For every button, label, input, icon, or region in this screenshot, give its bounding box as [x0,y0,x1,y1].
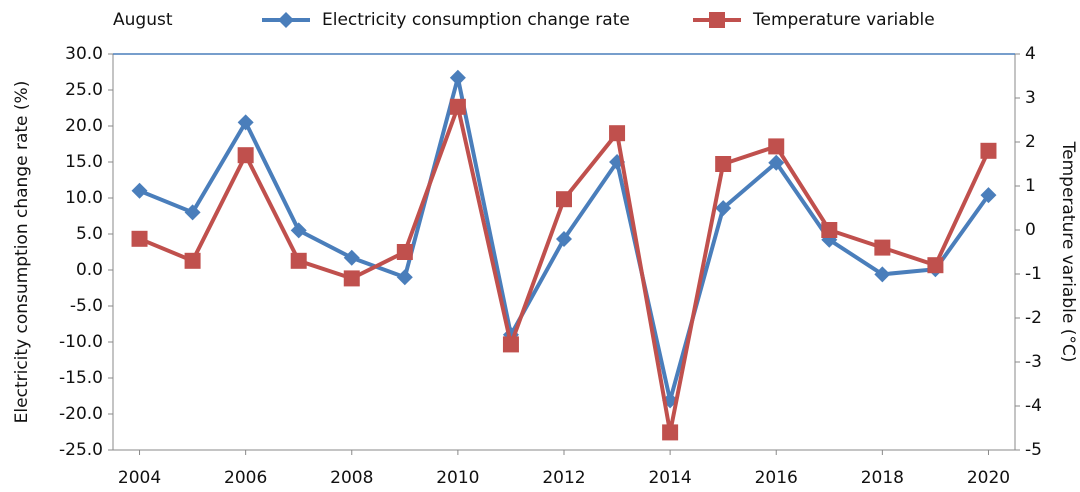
y2-axis-label: Temperature variable (°C) [1058,141,1078,363]
marker [184,252,201,269]
x-tick-label: 2010 [436,468,479,488]
legend-label: Electricity consumption change rate [322,10,630,30]
marker [715,200,732,217]
marker [449,69,466,86]
y-tick-label: -10.0 [59,332,103,352]
x-tick-label: 2018 [861,468,904,488]
y2-tick-label: 0 [1025,220,1036,240]
marker [556,191,572,208]
y2-tick-label: -2 [1025,308,1042,328]
series-line [138,99,991,433]
legend-title: August [113,10,173,30]
x-tick-label: 2004 [118,468,161,488]
marker [184,204,201,221]
x-tick-label: 2016 [755,468,798,488]
marker [821,222,838,238]
y-tick-label: 15.0 [65,152,103,172]
y2-tick-label: -3 [1025,352,1042,372]
marker [131,182,148,199]
y-tick-label: -5.0 [70,296,103,316]
marker [768,138,785,155]
marker [237,114,254,131]
marker [343,249,360,266]
marker [768,154,785,171]
marker [290,222,307,239]
y-tick-label: -20.0 [59,404,103,424]
y-tick-label: 5.0 [76,224,103,244]
y2-tick-label: -4 [1025,396,1042,416]
y2-tick-label: 2 [1025,132,1036,152]
y2-tick-label: 1 [1025,176,1036,196]
marker [556,231,572,248]
marker [131,230,148,247]
marker [980,142,997,159]
y2-tick-label: 4 [1025,44,1036,64]
y-tick-label: 25.0 [65,80,103,100]
y-tick-label: 30.0 [65,44,103,64]
x-tick-label: 2020 [967,468,1010,488]
legend-label: Temperature variable [752,10,935,30]
x-tick-label: 2006 [224,468,267,488]
y-tick-label: 0.0 [76,260,103,280]
marker [980,187,997,204]
x-tick-label: 2014 [648,468,691,488]
marker [502,336,519,353]
marker [396,244,413,260]
marker [709,12,725,28]
x-tick-label: 2008 [330,468,373,488]
marker [396,269,413,286]
marker [715,156,732,172]
y2-tick-label: 3 [1025,88,1036,108]
marker [662,424,679,441]
marker [343,270,360,287]
y-tick-label: 20.0 [65,116,103,136]
y-tick-label: -15.0 [59,368,103,388]
y-axis-label: Electricity consumption change rate (%) [12,81,32,424]
marker [609,125,626,142]
marker [874,266,891,283]
marker [449,98,466,115]
marker [927,257,944,274]
marker [278,12,294,28]
y2-tick-label: -1 [1025,264,1042,284]
marker [290,252,307,269]
y2-tick-label: -5 [1025,440,1042,460]
marker [874,239,891,256]
marker [237,147,254,164]
x-tick-label: 2012 [542,468,585,488]
y-tick-label: 10.0 [65,188,103,208]
y-tick-label: -25.0 [59,440,103,460]
